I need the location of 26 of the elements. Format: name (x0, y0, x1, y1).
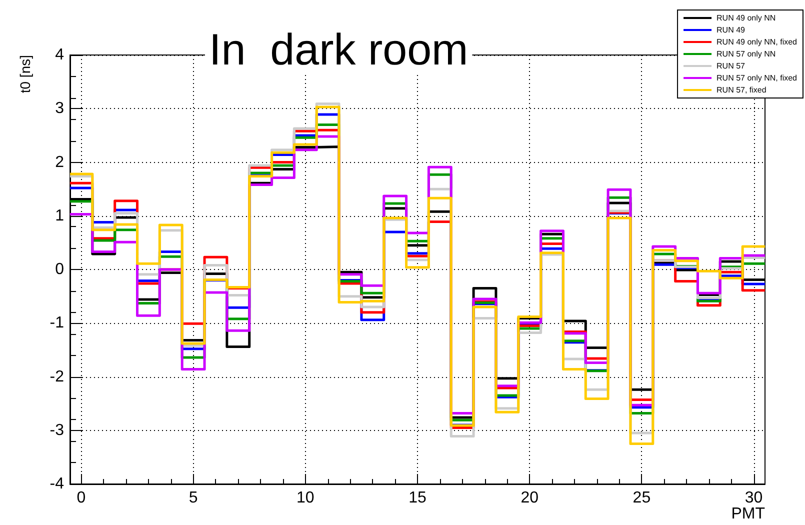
x-tick-label: 5 (188, 490, 198, 506)
y-tick-label: -1 (50, 314, 64, 332)
y-tick-label: 4 (55, 46, 64, 64)
x-tick-label: 25 (632, 490, 651, 506)
x-tick-label: 20 (520, 490, 539, 506)
legend-label: RUN 49 only NN, fixed (716, 38, 798, 46)
x-axis-title: PMT (731, 506, 766, 522)
y-axis-title: t0 [ns] (17, 55, 33, 94)
x-tick-label: 10 (296, 490, 314, 506)
y-tick-label: -2 (50, 368, 64, 386)
y-tick-label: 0 (55, 261, 64, 278)
legend-label: RUN 57 only NN, fixed (716, 74, 798, 82)
y-tick-label: 3 (55, 100, 64, 118)
chart-title: In dark room (209, 26, 468, 74)
y-tick-label: -4 (50, 476, 64, 492)
legend-label: RUN 57 only NN (716, 50, 776, 58)
legend-label: RUN 57 (716, 62, 746, 70)
x-tick-label: 15 (408, 490, 426, 506)
legend-label: RUN 49 (716, 26, 746, 34)
legend-label: RUN 57, fixed (716, 86, 766, 94)
x-tick-label: 30 (744, 490, 763, 506)
y-tick-label: 2 (55, 154, 64, 171)
x-tick-label: 0 (76, 490, 86, 506)
y-tick-label: -3 (50, 422, 64, 439)
legend-label: RUN 49 only NN (716, 14, 776, 22)
y-tick-label: 1 (55, 207, 64, 224)
